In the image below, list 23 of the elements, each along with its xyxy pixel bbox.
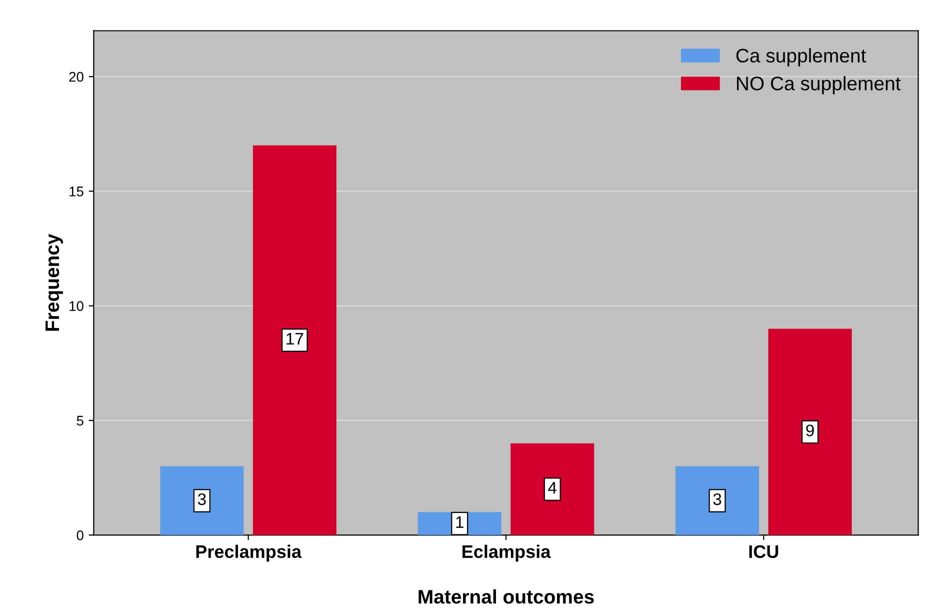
data-label: 4 — [548, 482, 557, 494]
data-label: 17 — [286, 333, 304, 345]
bar — [768, 328, 852, 536]
y-tick-label: 10 — [70, 301, 84, 311]
data-label: 3 — [713, 493, 722, 506]
bar — [160, 466, 244, 536]
y-axis-title: Frequency — [46, 234, 63, 331]
data-label: 9 — [806, 424, 814, 436]
legend-label: NO Ca supplement — [737, 76, 901, 94]
bar — [510, 443, 594, 536]
bar — [676, 466, 760, 536]
x-tick-label: ICU — [749, 545, 778, 558]
y-tick-label: 0 — [76, 530, 84, 540]
y-tick-label: 15 — [70, 186, 84, 196]
y-tick-label: 20 — [69, 72, 84, 82]
data-label: 3 — [198, 493, 206, 506]
data-label: 1 — [456, 516, 464, 528]
x-axis-title: Maternal outcomes — [418, 589, 594, 604]
x-tick-label: Eclampsia — [462, 544, 551, 562]
bar — [252, 145, 336, 536]
legend-label: Ca supplement — [736, 48, 866, 66]
x-tick-label: Preclampsia — [196, 544, 302, 562]
y-tick-label: 5 — [76, 416, 84, 426]
